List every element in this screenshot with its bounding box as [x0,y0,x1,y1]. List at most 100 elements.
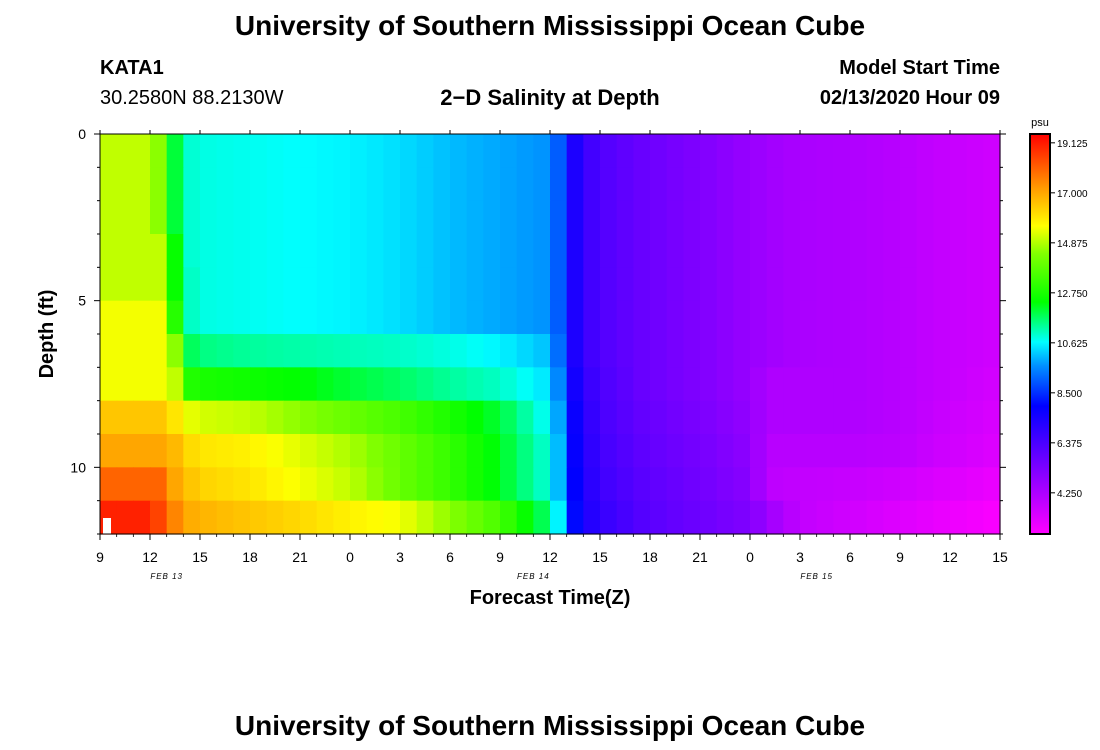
heatmap-cell [166,300,184,335]
heatmap-cell [616,300,634,335]
heatmap-cell [683,300,701,335]
heatmap-cell [266,167,284,202]
heatmap-cell [800,134,818,168]
heatmap-cell [766,434,784,468]
heatmap-cell [966,234,984,268]
heatmap-cell [783,467,801,502]
heatmap-cell [533,300,551,335]
heatmap-cell [216,300,234,335]
heatmap-cell [116,467,134,502]
heatmap-cell [550,134,568,168]
heatmap-cell [400,334,418,368]
heatmap-cell [383,134,401,168]
heatmap-cell [333,134,351,168]
heatmap-cell [750,234,768,268]
heatmap-cell [850,400,868,435]
heatmap-cell [466,400,484,435]
heatmap-cell [350,334,368,368]
heatmap-cell [400,434,418,468]
heatmap-cell [850,467,868,502]
x-tick-label: 6 [446,549,454,565]
heatmap-cell [133,167,151,202]
heatmap-cell [400,467,418,502]
heatmap-cell [100,167,118,202]
heatmap-cell [433,400,451,435]
heatmap-cell [550,400,568,435]
colorbar-label: 4.250 [1057,489,1082,500]
heatmap-cell [450,200,468,235]
heatmap-cell [900,200,918,235]
heatmap-cell [150,500,168,535]
heatmap-cell [166,200,184,235]
heatmap-cell [933,434,951,468]
heatmap-cell [950,134,968,168]
heatmap-cell [750,134,768,168]
heatmap-cell [633,134,651,168]
heatmap-cell [433,500,451,535]
heatmap-cell [400,167,418,202]
heatmap-cell [483,134,501,168]
heatmap-cell [133,467,151,502]
heatmap-cell [216,434,234,468]
heatmap-cell [816,367,834,402]
heatmap-cell [783,134,801,168]
heatmap-cell [350,300,368,335]
heatmap-cell [333,300,351,335]
heatmap-cell [100,334,118,368]
heatmap-cell [183,367,201,402]
heatmap-cell [866,467,884,502]
heatmap-cell [600,167,618,202]
heatmap-cell [300,334,318,368]
heatmap-cell [816,334,834,368]
heatmap-cell [400,267,418,302]
heatmap-cell [833,467,851,502]
heatmap-cell [283,500,301,535]
heatmap-cell [516,467,534,502]
heatmap-cell [650,334,668,368]
heatmap-cell [366,434,384,468]
heatmap-cell [383,300,401,335]
heatmap-cell [216,334,234,368]
heatmap-cell [483,334,501,368]
heatmap-cell [650,167,668,202]
heatmap-cell [916,334,934,368]
heatmap-cell [333,200,351,235]
heatmap-cell [416,434,434,468]
heatmap-cell [483,400,501,435]
heatmap-cell [533,500,551,535]
heatmap-cell [533,400,551,435]
heatmap-cell [633,467,651,502]
heatmap-cell [633,500,651,535]
heatmap-cell [216,167,234,202]
y-axis: 0 5 10 [70,126,1006,535]
heatmap-cell [516,500,534,535]
heatmap-cell [933,267,951,302]
heatmap-cell [866,400,884,435]
heatmap-cell [650,434,668,468]
heatmap-cell [200,334,218,368]
heatmap-cell [800,467,818,502]
heatmap-cell [483,300,501,335]
heatmap-cell [750,467,768,502]
heatmap-cell [800,500,818,535]
heatmap-cell [433,267,451,302]
date-label: FEB 14 [517,572,550,581]
x-tick-label: 0 [346,549,354,565]
heatmap-cell [166,467,184,502]
colorbar-label: 8.500 [1057,389,1082,400]
heatmap-cell [483,367,501,402]
heatmap-cell [683,500,701,535]
heatmap-cell [983,234,1001,268]
heatmap-cell [650,467,668,502]
heatmap-cell [633,267,651,302]
heatmap-cell [983,400,1001,435]
heatmap-cell [200,300,218,335]
heatmap-cell [533,334,551,368]
heatmap-cell [966,400,984,435]
x-tick-label: 3 [796,549,804,565]
heatmap-cell [250,500,268,535]
heatmap-cell [733,234,751,268]
heatmap-cell [366,167,384,202]
heatmap-cell [333,434,351,468]
heatmap-cell [400,500,418,535]
